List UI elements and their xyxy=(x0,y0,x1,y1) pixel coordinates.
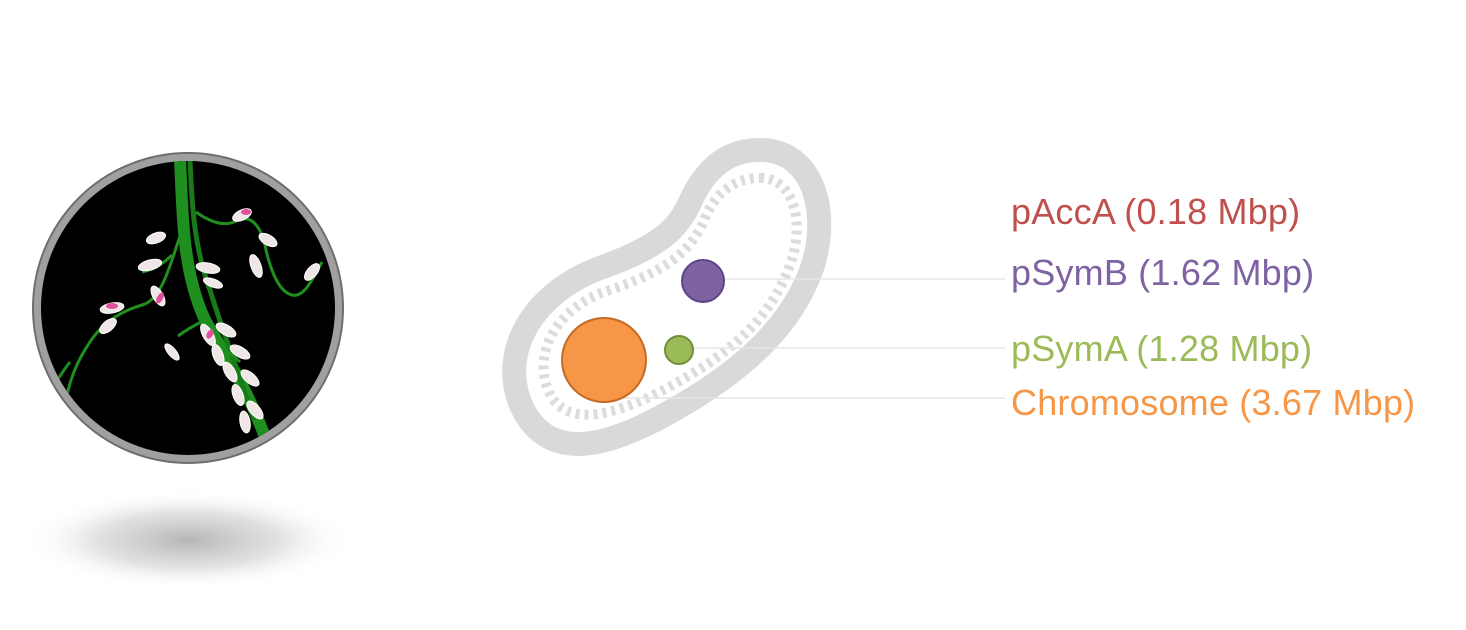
label-psyma: pSymA (1.28 Mbp) xyxy=(1011,328,1313,369)
psymb-replicon xyxy=(681,259,725,303)
label-pacca: pAccA (0.18 Mbp) xyxy=(1011,191,1301,232)
label-chromosome: Chromosome (3.67 Mbp) xyxy=(1011,382,1416,423)
lens-shadow xyxy=(23,490,353,590)
plant-root xyxy=(48,161,324,446)
psyma-replicon xyxy=(664,335,694,365)
chromosome-replicon xyxy=(561,317,647,403)
bacterium-cell xyxy=(502,138,1005,456)
root-nodule-lens xyxy=(32,152,344,464)
root-nodules xyxy=(99,208,320,434)
label-psymb: pSymB (1.62 Mbp) xyxy=(1011,252,1315,293)
nodule-tips xyxy=(106,209,251,339)
